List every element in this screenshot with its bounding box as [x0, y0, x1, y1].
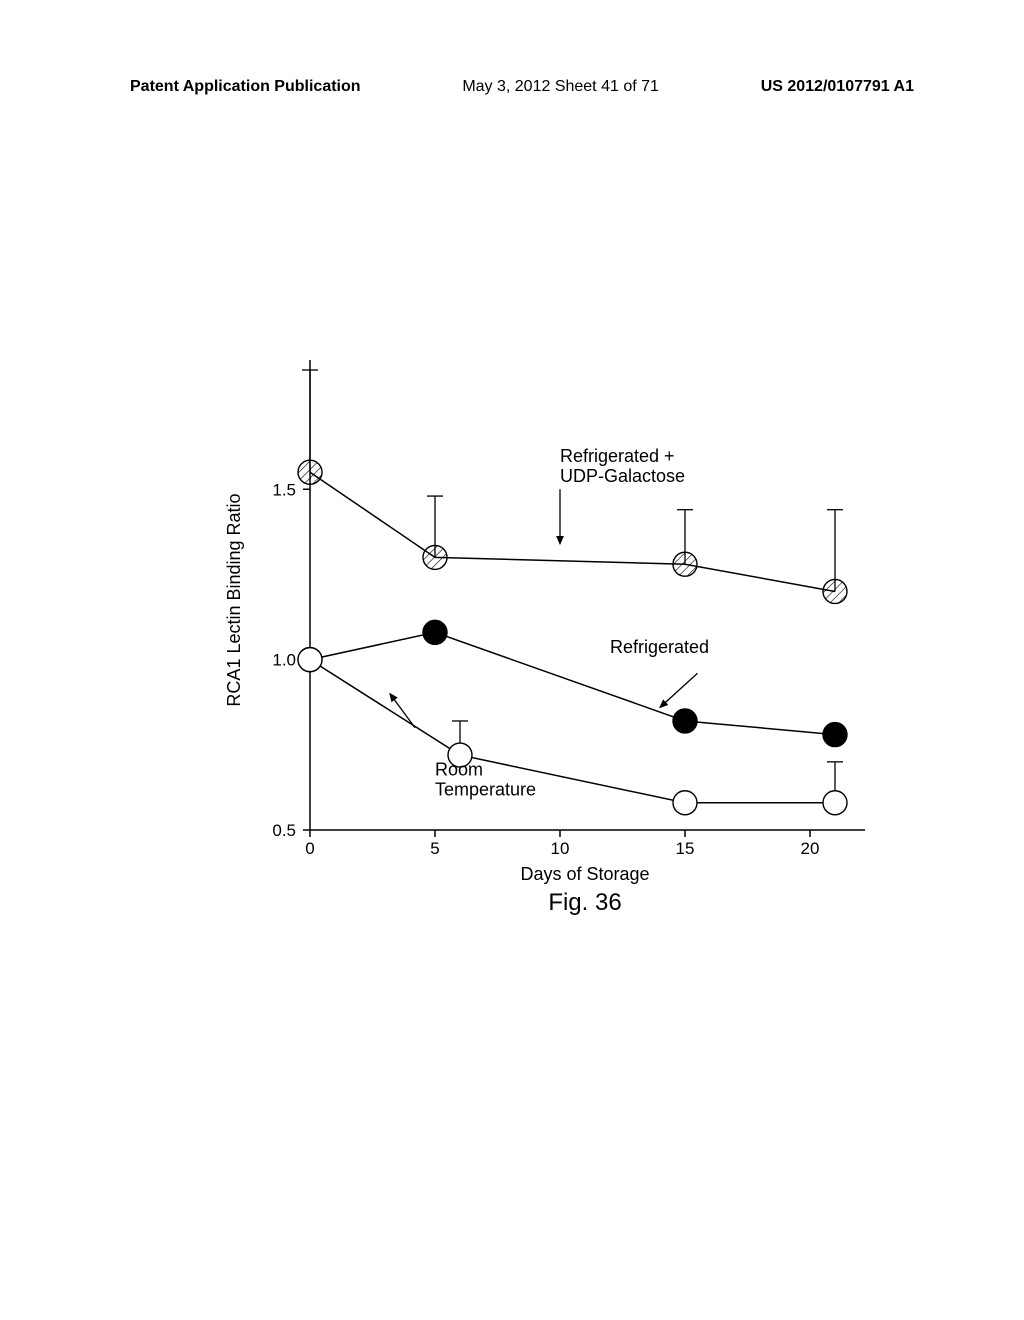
x-tick-label: 20	[801, 839, 820, 858]
data-marker	[298, 648, 322, 672]
data-marker	[673, 791, 697, 815]
data-marker	[823, 791, 847, 815]
series-line	[310, 472, 835, 591]
data-marker	[673, 552, 697, 576]
x-tick-label: 10	[551, 839, 570, 858]
series-label: Refrigerated	[610, 637, 709, 657]
data-marker	[823, 579, 847, 603]
label-arrow	[660, 673, 698, 707]
series-line	[310, 632, 835, 734]
data-marker	[823, 723, 847, 747]
chart-container: 0.5 1.0 1.5 0 5 10 15 20 Days of Storage RCA1 Lec…	[200, 350, 880, 930]
header-right: US 2012/0107791 A1	[761, 78, 914, 96]
y-axis-title: RCA1 Lectin Binding Ratio	[224, 493, 244, 706]
line-chart: 0.5 1.0 1.5 0 5 10 15 20 Days of Storage RCA1 Lec…	[200, 350, 880, 930]
data-marker	[423, 545, 447, 569]
x-tick-label: 0	[305, 839, 314, 858]
figure-label: Fig. 36	[548, 889, 621, 916]
data-marker	[673, 709, 697, 733]
series-label: UDP-Galactose	[560, 466, 685, 486]
page-header: Patent Application Publication May 3, 20…	[0, 78, 1024, 96]
x-tick-label: 15	[676, 839, 695, 858]
label-arrow	[390, 694, 415, 728]
x-tick-label: 5	[430, 839, 439, 858]
data-marker	[298, 460, 322, 484]
series-label: Refrigerated +	[560, 446, 675, 466]
y-tick-label: 1.0	[272, 651, 296, 670]
series-label: Temperature	[435, 779, 536, 799]
header-center: May 3, 2012 Sheet 41 of 71	[462, 78, 659, 96]
x-axis-title: Days of Storage	[520, 864, 649, 884]
y-tick-label: 1.5	[272, 480, 296, 499]
data-marker	[423, 620, 447, 644]
header-left: Patent Application Publication	[130, 78, 361, 96]
series-label: Room	[435, 759, 483, 779]
y-tick-label: 0.5	[272, 821, 296, 840]
